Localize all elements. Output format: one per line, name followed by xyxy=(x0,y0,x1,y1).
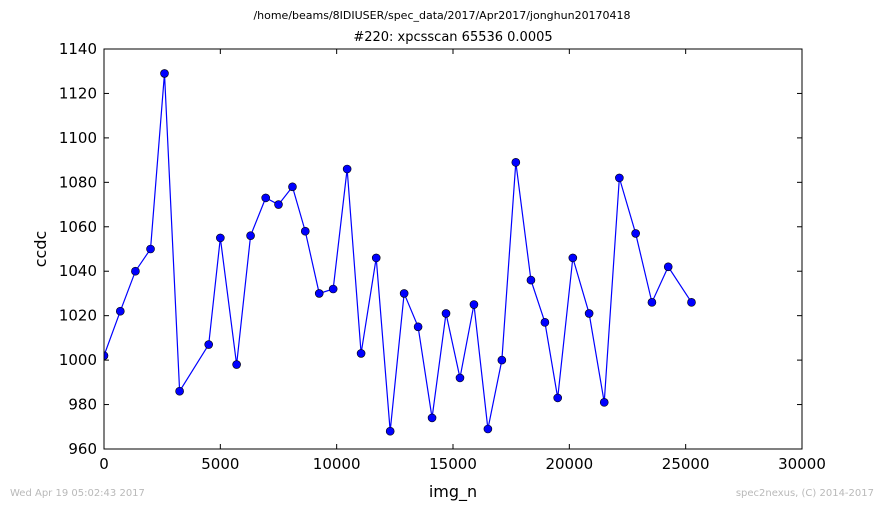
data-point xyxy=(497,355,507,365)
data-point xyxy=(274,200,283,209)
data-point xyxy=(647,298,657,307)
data-point xyxy=(511,158,521,167)
y-tick-label: 1000 xyxy=(59,351,97,369)
data-point xyxy=(540,318,550,327)
data-point xyxy=(615,173,624,183)
x-tick-label: 30000 xyxy=(778,455,826,473)
data-point xyxy=(399,289,409,298)
data-point xyxy=(204,340,213,349)
data-point xyxy=(687,298,696,307)
x-axis-label: img_n xyxy=(429,482,477,502)
y-axis-label: ccdc xyxy=(31,231,50,268)
data-point xyxy=(568,253,578,263)
data-point xyxy=(216,233,225,243)
data-point xyxy=(631,229,640,238)
y-tick-label: 1140 xyxy=(59,40,97,58)
y-tick-label: 960 xyxy=(68,440,97,458)
data-point xyxy=(483,424,493,434)
data-point xyxy=(371,253,381,263)
data-point xyxy=(146,244,155,254)
data-point xyxy=(160,69,169,78)
y-tick-label: 1120 xyxy=(59,84,97,102)
footer-credit: spec2nexus, (C) 2014-2017 xyxy=(735,488,874,499)
data-point xyxy=(469,300,479,309)
data-point xyxy=(328,284,338,294)
figure-suptitle: /home/beams/8IDIUSER/spec_data/2017/Apr2… xyxy=(253,9,631,22)
y-tick-label: 1020 xyxy=(59,307,97,325)
x-tick-label: 25000 xyxy=(662,455,710,473)
y-tick-label: 1060 xyxy=(59,218,97,236)
data-point xyxy=(427,413,437,423)
data-point xyxy=(314,289,324,298)
footer-timestamp: Wed Apr 19 05:02:43 2017 xyxy=(10,488,145,499)
x-axis: 0 5000 10000 15000 20000 25000 30000 xyxy=(99,49,826,473)
data-point xyxy=(261,193,271,203)
data-point xyxy=(441,309,451,318)
data-point xyxy=(232,360,241,369)
y-tick-label: 1080 xyxy=(59,173,97,191)
x-tick-label: 5000 xyxy=(201,455,239,473)
series-line xyxy=(104,73,692,432)
data-point xyxy=(385,426,395,436)
y-tick-label: 1040 xyxy=(59,262,97,280)
data-point xyxy=(553,393,563,403)
plot-frame xyxy=(103,48,803,450)
data-point xyxy=(584,309,594,318)
data-point xyxy=(526,275,536,285)
data-point xyxy=(599,398,609,407)
x-tick-label: 0 xyxy=(99,455,109,473)
y-axis: 960 980 1000 1020 1040 1060 1080 1100 1120 1140 xyxy=(59,40,802,458)
x-tick-label: 20000 xyxy=(545,455,593,473)
y-tick-label: 980 xyxy=(68,396,97,414)
data-point xyxy=(356,349,366,358)
data-point xyxy=(300,226,310,236)
data-point xyxy=(342,164,352,174)
y-tick-label: 1100 xyxy=(59,129,97,147)
data-point xyxy=(455,373,465,383)
x-tick-label: 15000 xyxy=(429,455,477,473)
data-point xyxy=(413,322,423,332)
data-point xyxy=(246,231,255,240)
x-tick-label: 10000 xyxy=(313,455,361,473)
data-point xyxy=(104,351,109,360)
data-point xyxy=(175,386,184,396)
data-point xyxy=(131,266,140,276)
chart-title: #220: xpcsscan 65536 0.0005 xyxy=(353,30,553,45)
data-point xyxy=(115,306,125,316)
data-point xyxy=(288,182,297,192)
data-point xyxy=(663,262,673,272)
